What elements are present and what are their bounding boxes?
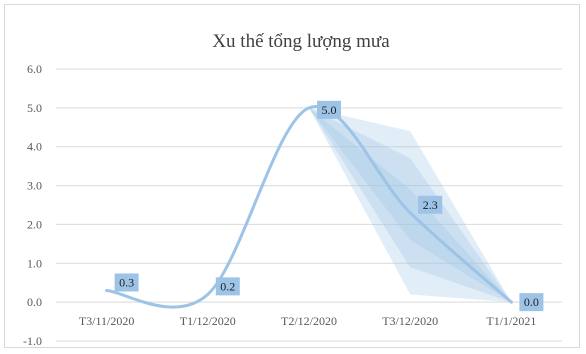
data-label-box — [317, 100, 341, 119]
y-tick-label: 6.0 — [27, 62, 42, 76]
x-tick-label: T3/11/2020 — [79, 314, 135, 328]
data-label-box — [418, 195, 443, 214]
data-label: 5.0 — [322, 103, 337, 117]
series-line — [105, 104, 513, 309]
chart-frame — [4, 4, 580, 348]
x-tick-label: T2/12/2020 — [281, 314, 337, 328]
forecast-band — [309, 107, 512, 303]
forecast-band — [309, 107, 512, 303]
data-label-box — [215, 277, 240, 296]
data-label: 0.2 — [220, 279, 235, 293]
data-label-box — [519, 293, 544, 312]
data-label: 2.3 — [423, 198, 438, 212]
y-tick-label: 5.0 — [27, 101, 42, 115]
y-tick-label: -1.0 — [23, 334, 42, 348]
x-tick-label: T1/12/2020 — [180, 314, 236, 328]
data-label: 0.0 — [524, 295, 539, 309]
y-tick-label: 1.0 — [27, 256, 42, 270]
x-axis-ticks: T3/11/2020 T1/12/2020 T2/12/2020 T3/12/2020… — [79, 314, 537, 328]
forecast-bands — [309, 107, 512, 303]
forecast-band — [309, 107, 512, 303]
data-labels: 0.3 0.2 5.0 2.3 0.0 — [114, 100, 544, 312]
y-tick-label: 3.0 — [27, 179, 42, 193]
x-tick-label: T1/1/2021 — [486, 314, 536, 328]
y-tick-label: 0.0 — [27, 295, 42, 309]
series-lines — [105, 104, 513, 309]
chart-title: Xu thế tổng lượng mưa — [212, 31, 390, 52]
y-tick-label: 2.0 — [27, 217, 42, 231]
data-label: 0.3 — [119, 275, 134, 289]
x-tick-label: T3/12/2020 — [382, 314, 438, 328]
gridlines — [56, 68, 562, 342]
y-tick-label: 4.0 — [27, 140, 42, 154]
data-label-box — [114, 273, 139, 292]
y-axis-ticks: -1.0 0.0 1.0 2.0 3.0 4.0 5.0 6.0 — [23, 62, 42, 348]
